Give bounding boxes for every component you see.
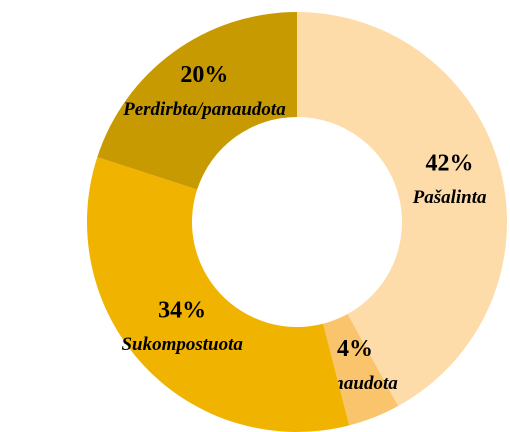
value-label: 20%: [180, 62, 228, 88]
value-label: 34%: [158, 297, 206, 323]
category-label: Perdirbta/panaudota: [122, 99, 286, 120]
value-label: 42%: [426, 150, 474, 176]
value-label: 4%: [337, 336, 373, 362]
category-label: Pašalinta: [412, 187, 487, 208]
donut-slice: [97, 12, 297, 190]
donut-slice: [323, 314, 399, 426]
donut-slice: [297, 12, 508, 407]
category-label: Sukompostuota: [121, 334, 243, 355]
donut-slice: [87, 157, 350, 432]
